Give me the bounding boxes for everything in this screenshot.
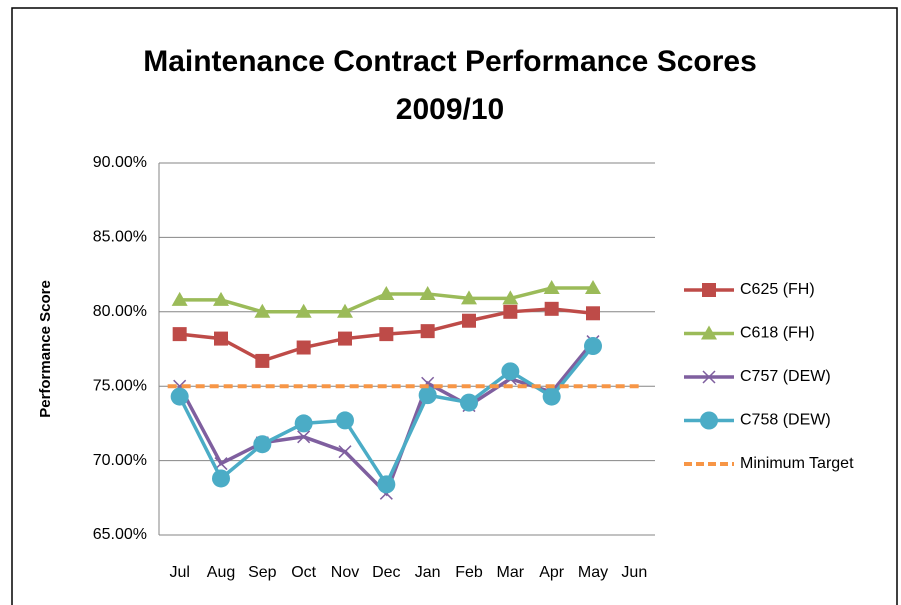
y-tick-label: 70.00% xyxy=(93,452,147,469)
marker xyxy=(461,290,477,305)
chart-title: Maintenance Contract Performance Scores … xyxy=(143,45,757,126)
y-tick-label: 80.00% xyxy=(93,303,147,320)
marker xyxy=(338,445,352,459)
y-tick-label: 65.00% xyxy=(93,526,147,543)
marker xyxy=(542,387,561,406)
marker xyxy=(212,469,230,488)
legend-marker xyxy=(700,411,718,430)
legend-label: C625 (FH) xyxy=(740,281,815,298)
x-tick-label: Sep xyxy=(248,564,277,581)
x-tick-label: Dec xyxy=(372,564,400,581)
legend-label: C618 (FH) xyxy=(740,325,815,342)
marker xyxy=(336,411,354,430)
marker xyxy=(254,303,271,318)
legend-label: C757 (DEW) xyxy=(740,368,831,385)
marker xyxy=(543,279,560,294)
x-tick-label: Mar xyxy=(497,564,525,581)
marker xyxy=(253,435,272,454)
x-tick-label: Jun xyxy=(621,564,647,581)
marker xyxy=(419,285,436,300)
y-tick-label: 85.00% xyxy=(93,229,147,246)
marker xyxy=(255,353,270,368)
marker xyxy=(172,327,187,342)
marker xyxy=(171,291,188,306)
marker xyxy=(501,362,520,381)
x-tick-label: Feb xyxy=(455,564,483,581)
marker xyxy=(377,475,396,494)
x-tick-label: May xyxy=(578,564,608,581)
x-tick-label: Nov xyxy=(331,564,359,581)
marker xyxy=(502,290,519,305)
x-tick-label: Jan xyxy=(415,564,441,581)
x-tick-label: Aug xyxy=(207,564,235,581)
marker xyxy=(503,304,518,319)
y-tick-label: 75.00% xyxy=(93,377,147,394)
marker xyxy=(337,303,353,318)
legend-marker xyxy=(701,325,717,340)
x-tick-label: Jul xyxy=(169,564,189,581)
chart-border xyxy=(11,7,898,605)
series-line xyxy=(178,344,595,489)
marker xyxy=(585,279,601,294)
marker xyxy=(297,430,311,444)
marker xyxy=(296,340,311,355)
marker xyxy=(586,306,600,321)
marker xyxy=(544,301,559,316)
legend-label: C758 (DEW) xyxy=(740,412,831,429)
marker xyxy=(460,393,478,412)
series-line xyxy=(178,340,595,497)
y-axis-label: Performance Score xyxy=(37,280,54,418)
marker xyxy=(213,291,229,306)
x-tick-label: Oct xyxy=(291,564,316,581)
marker xyxy=(420,324,435,339)
x-tick-label: Apr xyxy=(539,564,565,581)
marker xyxy=(378,285,395,300)
marker xyxy=(418,386,437,405)
marker xyxy=(214,331,228,346)
marker xyxy=(294,414,313,433)
y-tick-label: 90.00% xyxy=(93,154,147,171)
marker xyxy=(170,387,189,406)
marker xyxy=(462,313,476,328)
legend-marker xyxy=(702,283,716,297)
marker xyxy=(295,303,312,318)
legend-label: Minimum Target xyxy=(740,455,854,472)
legend-marker xyxy=(702,370,716,384)
marker xyxy=(338,331,352,346)
marker xyxy=(584,337,602,356)
marker xyxy=(379,327,394,342)
